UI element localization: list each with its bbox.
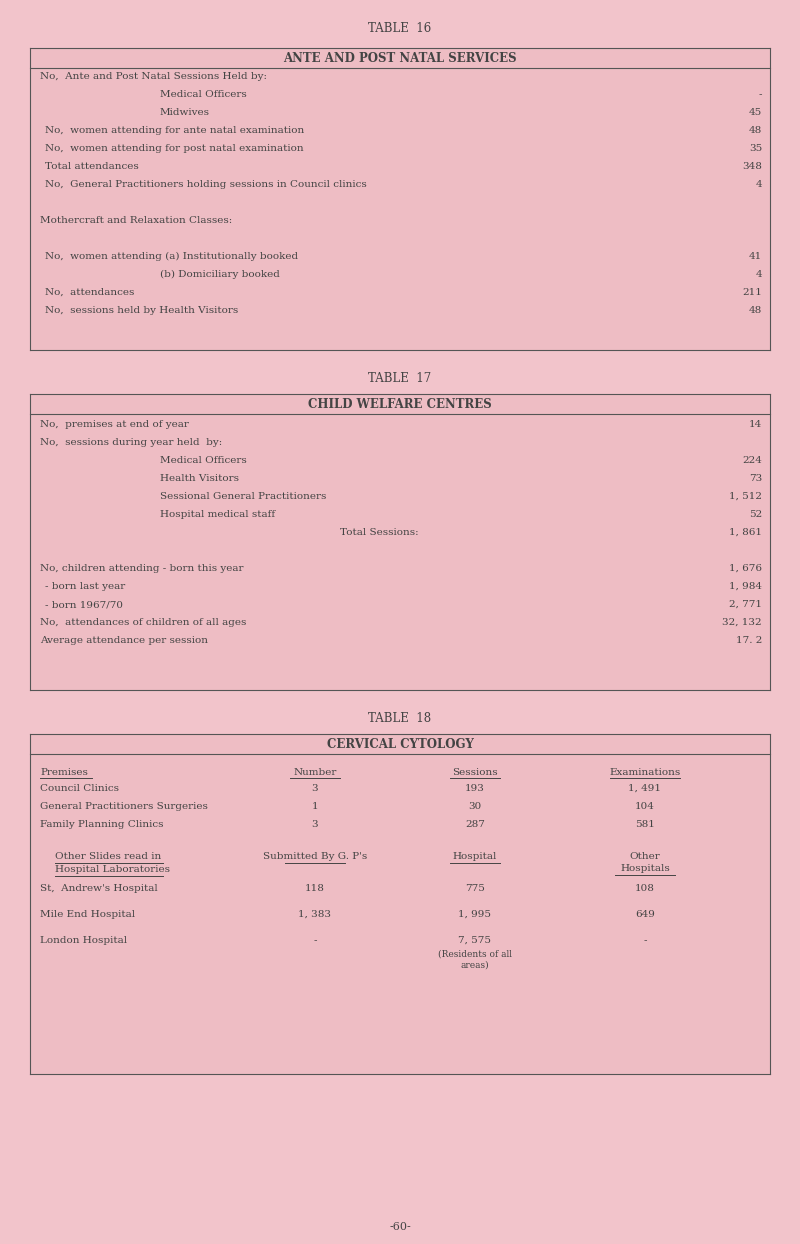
Text: 775: 775 — [465, 884, 485, 893]
Text: 1, 676: 1, 676 — [729, 564, 762, 573]
Text: General Practitioners Surgeries: General Practitioners Surgeries — [40, 802, 208, 811]
Text: St,  Andrew's Hospital: St, Andrew's Hospital — [40, 884, 158, 893]
Text: Total Sessions:: Total Sessions: — [340, 527, 418, 537]
Text: 1, 861: 1, 861 — [729, 527, 762, 537]
Text: 211: 211 — [742, 289, 762, 297]
Text: -60-: -60- — [389, 1222, 411, 1232]
Text: Hospital: Hospital — [453, 852, 497, 861]
Text: Hospital Laboratories: Hospital Laboratories — [55, 865, 170, 875]
Text: Council Clinics: Council Clinics — [40, 784, 119, 792]
Text: 581: 581 — [635, 820, 655, 829]
Text: No,  Ante and Post Natal Sessions Held by:: No, Ante and Post Natal Sessions Held by… — [40, 72, 267, 81]
Text: CHILD WELFARE CENTRES: CHILD WELFARE CENTRES — [308, 398, 492, 411]
Text: 35: 35 — [749, 144, 762, 153]
Text: 193: 193 — [465, 784, 485, 792]
Text: 48: 48 — [749, 306, 762, 315]
Text: (b) Domiciliary booked: (b) Domiciliary booked — [160, 270, 280, 279]
Text: 3: 3 — [312, 820, 318, 829]
Text: 1: 1 — [312, 802, 318, 811]
Text: 348: 348 — [742, 162, 762, 170]
Text: Health Visitors: Health Visitors — [160, 474, 239, 483]
Text: 7, 575: 7, 575 — [458, 935, 491, 945]
Text: No,  women attending for ante natal examination: No, women attending for ante natal exami… — [45, 126, 304, 136]
Text: TABLE  18: TABLE 18 — [369, 712, 431, 725]
Text: Family Planning Clinics: Family Planning Clinics — [40, 820, 163, 829]
Text: No,  sessions during year held  by:: No, sessions during year held by: — [40, 438, 222, 447]
Text: 32, 132: 32, 132 — [722, 618, 762, 627]
Text: Submitted By G. P's: Submitted By G. P's — [263, 852, 367, 861]
Text: Other Slides read in: Other Slides read in — [55, 852, 162, 861]
Text: 14: 14 — [749, 420, 762, 429]
Text: 4: 4 — [755, 180, 762, 189]
Text: 224: 224 — [742, 457, 762, 465]
Text: 1, 512: 1, 512 — [729, 491, 762, 501]
Text: -: - — [314, 935, 317, 945]
Text: Average attendance per session: Average attendance per session — [40, 636, 208, 644]
Text: - born 1967/70: - born 1967/70 — [45, 600, 123, 610]
Text: 17. 2: 17. 2 — [736, 636, 762, 644]
Text: London Hospital: London Hospital — [40, 935, 127, 945]
Text: -: - — [643, 935, 646, 945]
Text: Sessional General Practitioners: Sessional General Practitioners — [160, 491, 326, 501]
Text: 3: 3 — [312, 784, 318, 792]
Text: - born last year: - born last year — [45, 582, 126, 591]
Text: 1, 491: 1, 491 — [629, 784, 662, 792]
Text: No,  women attending (a) Institutionally booked: No, women attending (a) Institutionally … — [45, 253, 298, 261]
Text: Hospitals: Hospitals — [620, 865, 670, 873]
Text: 649: 649 — [635, 911, 655, 919]
Text: 108: 108 — [635, 884, 655, 893]
Text: 4: 4 — [755, 270, 762, 279]
Text: (Residents of all
areas): (Residents of all areas) — [438, 950, 512, 969]
Text: Midwives: Midwives — [160, 108, 210, 117]
Text: Total attendances: Total attendances — [45, 162, 138, 170]
Text: 30: 30 — [468, 802, 482, 811]
Text: ANTE AND POST NATAL SERVICES: ANTE AND POST NATAL SERVICES — [283, 52, 517, 65]
Text: 1, 995: 1, 995 — [458, 911, 491, 919]
Text: 1, 984: 1, 984 — [729, 582, 762, 591]
Text: No,  General Practitioners holding sessions in Council clinics: No, General Practitioners holding sessio… — [45, 180, 366, 189]
Text: 1, 383: 1, 383 — [298, 911, 331, 919]
Text: Mothercraft and Relaxation Classes:: Mothercraft and Relaxation Classes: — [40, 216, 232, 225]
Text: TABLE  17: TABLE 17 — [368, 372, 432, 384]
Text: TABLE  16: TABLE 16 — [368, 22, 432, 35]
Text: 2, 771: 2, 771 — [729, 600, 762, 610]
Text: CERVICAL CYTOLOGY: CERVICAL CYTOLOGY — [326, 738, 474, 751]
Text: Sessions: Sessions — [452, 768, 498, 778]
Text: No, children attending - born this year: No, children attending - born this year — [40, 564, 243, 573]
Text: No,  premises at end of year: No, premises at end of year — [40, 420, 189, 429]
Text: Premises: Premises — [40, 768, 88, 778]
Text: 48: 48 — [749, 126, 762, 136]
Text: 52: 52 — [749, 510, 762, 519]
Text: Medical Officers: Medical Officers — [160, 457, 246, 465]
Text: 118: 118 — [305, 884, 325, 893]
Text: 73: 73 — [749, 474, 762, 483]
Text: 287: 287 — [465, 820, 485, 829]
Text: No,  women attending for post natal examination: No, women attending for post natal exami… — [45, 144, 304, 153]
Text: Number: Number — [294, 768, 337, 778]
Text: No,  attendances of children of all ages: No, attendances of children of all ages — [40, 618, 246, 627]
Text: Hospital medical staff: Hospital medical staff — [160, 510, 275, 519]
Text: -: - — [758, 90, 762, 100]
Text: Examinations: Examinations — [610, 768, 681, 778]
Text: 104: 104 — [635, 802, 655, 811]
Text: No,  attendances: No, attendances — [45, 289, 134, 297]
Text: Other: Other — [630, 852, 660, 861]
Text: 41: 41 — [749, 253, 762, 261]
Text: No,  sessions held by Health Visitors: No, sessions held by Health Visitors — [45, 306, 238, 315]
Text: Mile End Hospital: Mile End Hospital — [40, 911, 135, 919]
Text: 45: 45 — [749, 108, 762, 117]
Text: Medical Officers: Medical Officers — [160, 90, 246, 100]
